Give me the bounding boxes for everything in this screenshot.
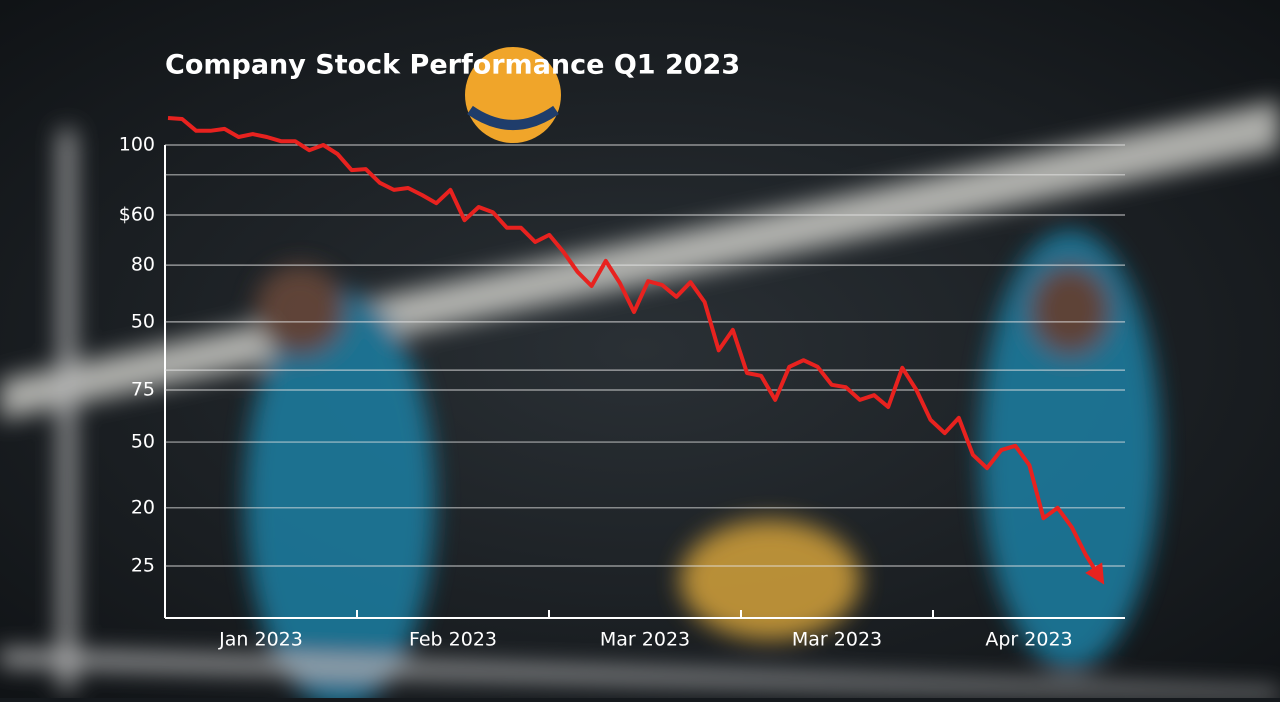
y-tick-label: 20 — [131, 496, 155, 518]
y-tick-label: 100 — [119, 134, 155, 156]
y-tick-label: 25 — [131, 554, 155, 576]
y-tick-label: 75 — [131, 379, 155, 401]
x-tick-label: Mar 2023 — [792, 629, 882, 651]
x-tick-label: Feb 2023 — [409, 629, 497, 651]
y-tick-label: $60 — [119, 204, 155, 226]
y-tick-label: 50 — [131, 431, 155, 453]
x-tick-label: Jan 2023 — [218, 629, 303, 651]
chart-title: Company Stock Performance Q1 2023 — [165, 50, 740, 81]
x-tick-label: Mar 2023 — [600, 629, 690, 651]
line-series — [167, 116, 1105, 585]
x-tick-label: Apr 2023 — [985, 629, 1072, 651]
y-tick-label: 80 — [131, 254, 155, 276]
y-tick-label: 50 — [131, 310, 155, 332]
